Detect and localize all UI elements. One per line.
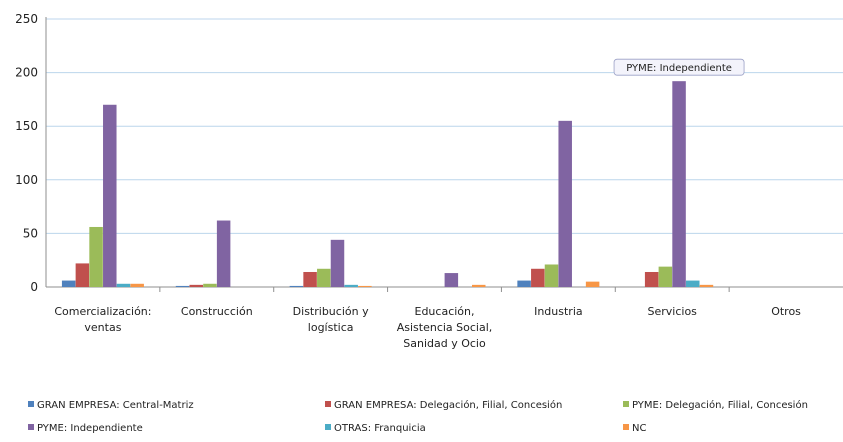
x-tick-label: Comercialización:	[54, 305, 151, 318]
bar	[686, 280, 700, 287]
bar	[558, 120, 572, 287]
bar	[358, 285, 372, 287]
bar	[216, 220, 231, 287]
x-tick-label: Otros	[771, 305, 801, 318]
legend-item: NC	[623, 423, 646, 434]
legend-swatch	[325, 424, 331, 430]
gridlines	[46, 18, 843, 234]
y-tick-label: 150	[15, 119, 38, 133]
y-tick-label: 250	[15, 12, 38, 26]
legend-label: PYME: Delegación, Filial, Concesión	[632, 399, 808, 411]
x-tick-label: ventas	[84, 321, 121, 334]
legend-item: PYME: Independiente	[28, 423, 143, 434]
bar	[189, 284, 203, 287]
legend-label: GRAN EMPRESA: Delegación, Filial, Conces…	[334, 399, 562, 411]
bar	[531, 268, 545, 287]
bar	[330, 239, 345, 287]
bar	[303, 271, 317, 287]
bar	[130, 283, 144, 287]
legend-item: OTRAS: Franquicia	[325, 423, 426, 434]
tooltip-box	[613, 58, 745, 76]
bar	[472, 284, 486, 287]
bar	[175, 285, 190, 287]
bar	[75, 263, 90, 287]
x-tick-label: logística	[308, 321, 354, 334]
bar	[517, 280, 531, 287]
legend-label: NC	[632, 423, 646, 434]
bar	[203, 283, 217, 287]
legend-item: GRAN EMPRESA: Central-Matriz	[28, 400, 194, 411]
legend-swatch	[623, 401, 629, 407]
bar	[672, 81, 686, 288]
bar	[444, 273, 459, 287]
bar	[658, 266, 673, 287]
bar	[644, 271, 659, 287]
x-tick-label: Sanidad y Ocio	[403, 337, 486, 350]
y-tick-label: 200	[15, 66, 38, 80]
bar	[61, 280, 76, 287]
legend-label: PYME: Independiente	[37, 423, 143, 434]
x-tick-label: Industria	[534, 305, 583, 318]
hover-tooltip: PYME: Independiente	[613, 58, 745, 76]
tooltip-label: PYME: Independiente	[626, 63, 732, 74]
x-axis: Comercialización: ventas Construcción Distr…	[54, 287, 801, 350]
y-axis: 0 50 100 150 200 250	[15, 12, 843, 294]
legend-label: OTRAS: Franquicia	[334, 423, 426, 434]
x-tick-label: Servicios	[648, 305, 698, 318]
bar	[344, 284, 358, 287]
bar	[289, 285, 304, 287]
y-tick-label: 0	[30, 280, 38, 294]
legend-item: PYME: Delegación, Filial, Concesión	[623, 399, 808, 411]
legend-swatch	[623, 424, 629, 430]
bars	[61, 81, 714, 288]
bar	[116, 283, 131, 287]
bar	[544, 264, 559, 287]
bar	[103, 104, 117, 287]
legend-swatch	[325, 401, 331, 407]
y-tick-label: 50	[23, 226, 38, 240]
legend-swatch	[28, 424, 34, 430]
y-tick-label: 100	[15, 173, 38, 187]
x-tick-label: Asistencia Social,	[397, 321, 493, 334]
legend-label: GRAN EMPRESA: Central-Matriz	[37, 400, 194, 411]
legend: GRAN EMPRESA: Central-Matriz GRAN EMPRESA…	[28, 399, 808, 434]
x-tick-label: Construcción	[181, 305, 253, 318]
bar	[89, 226, 103, 287]
bar	[699, 284, 714, 287]
x-tick-label: Educación,	[415, 305, 475, 318]
legend-item: GRAN EMPRESA: Delegación, Filial, Conces…	[325, 399, 562, 411]
legend-swatch	[28, 401, 34, 407]
x-tick-label: Distribución y	[293, 305, 369, 318]
bar	[585, 281, 600, 287]
bar	[317, 268, 331, 287]
